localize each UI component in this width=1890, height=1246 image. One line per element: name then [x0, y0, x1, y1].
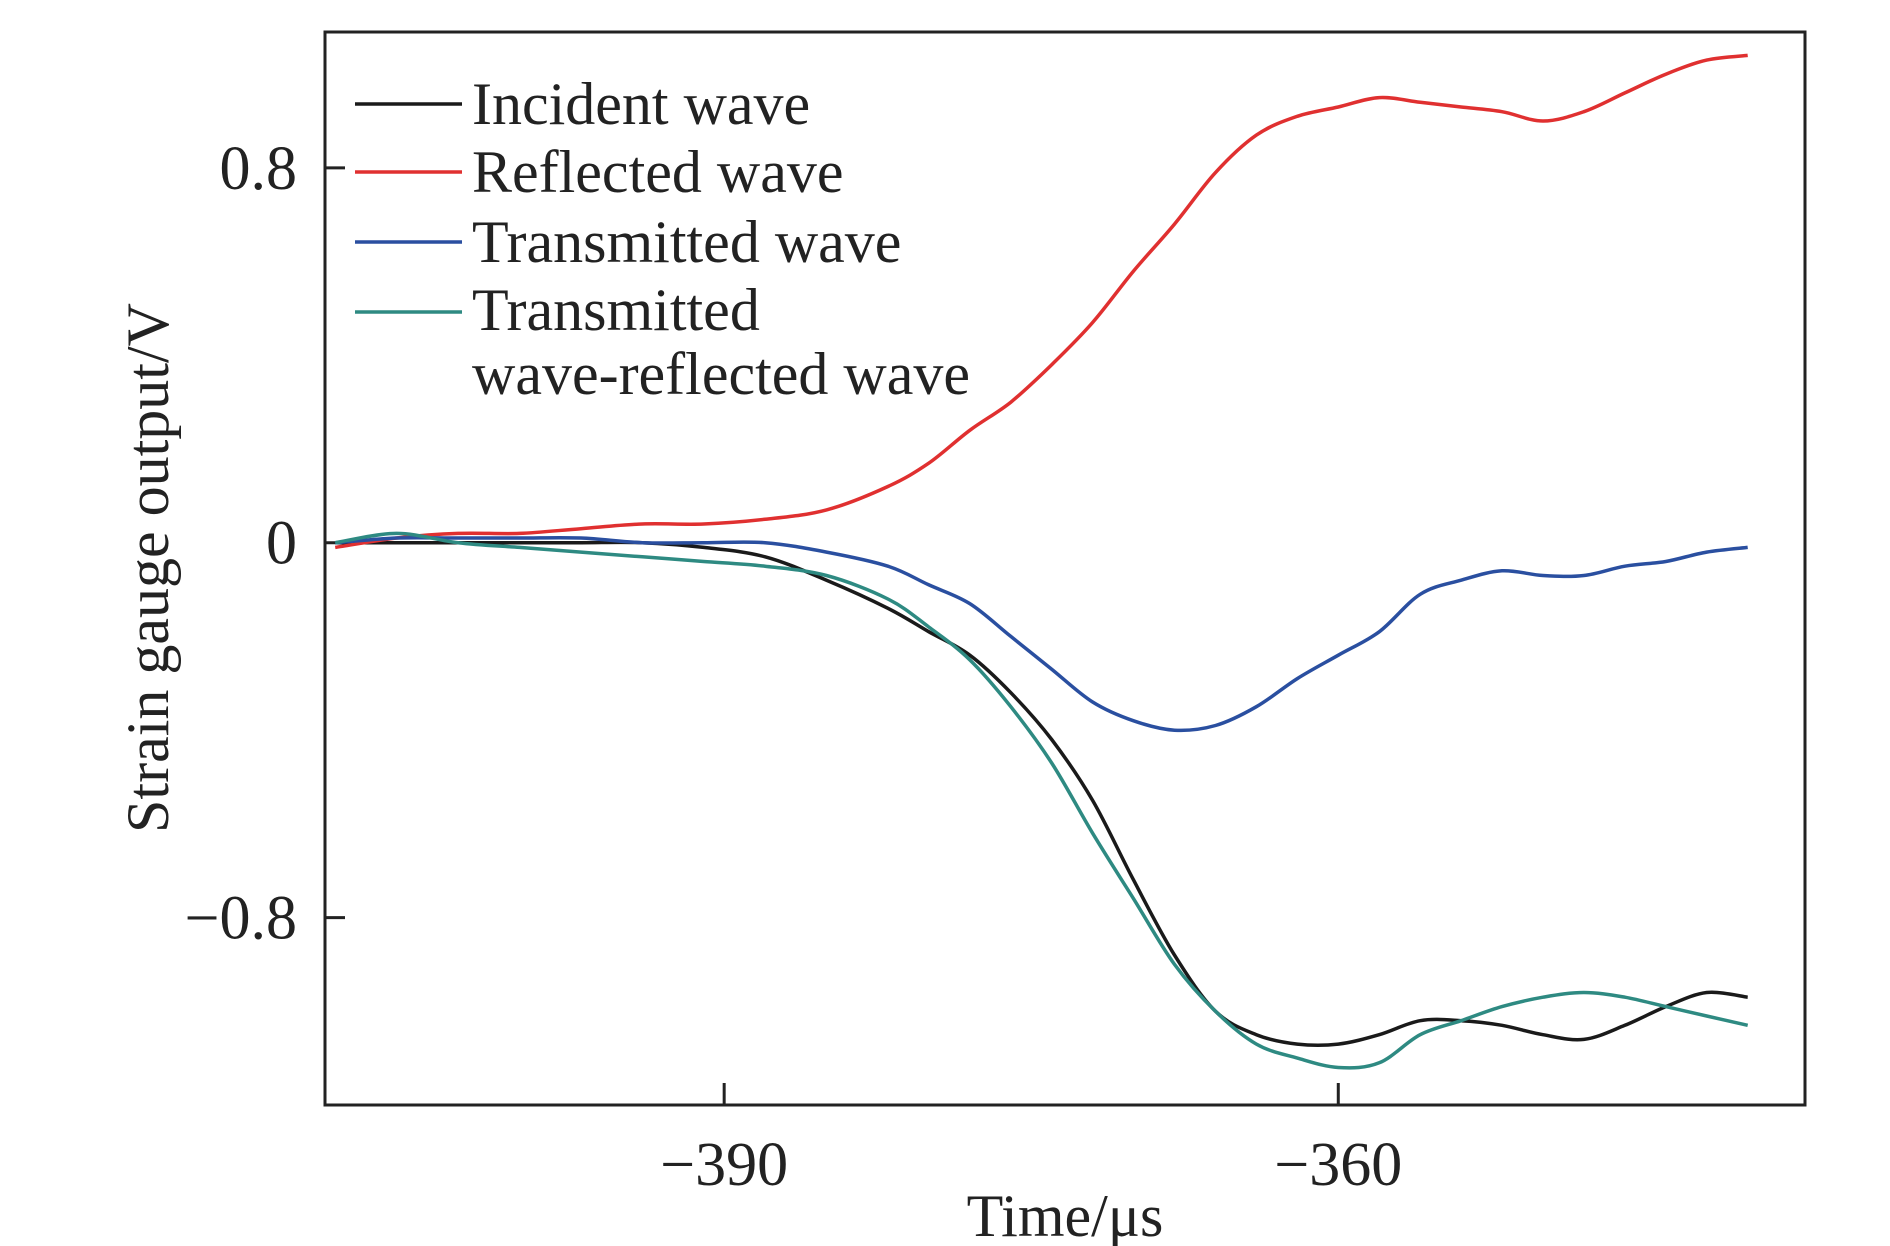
series-line-3 [335, 535, 1748, 733]
legend-label-transmitted-reflected-line1: Transmitted [472, 277, 760, 343]
series-line-2 [334, 53, 1748, 550]
series-line-4 [334, 531, 1749, 1070]
y-axis-label: Strain gauge output/V [115, 303, 181, 833]
x-tick-label: −360 [1274, 1131, 1402, 1199]
x-tick-label: −390 [660, 1131, 788, 1199]
legend-label-transmitted: Transmitted wave [472, 209, 901, 275]
y-tick-label: 0.8 [220, 135, 298, 203]
legend-label-incident: Incident wave [472, 71, 810, 137]
series-lines [334, 53, 1749, 1070]
y-axis-ticks: 0.8 0 −0.8 [185, 135, 345, 953]
x-axis-ticks: −390 −360 [660, 1083, 1402, 1199]
legend: Incident wave Reflected wave Transmitted… [355, 71, 970, 407]
legend-label-transmitted-reflected-line2: wave-reflected wave [472, 341, 970, 407]
y-tick-label: −0.8 [185, 885, 297, 953]
x-axis-label: Time/μs [967, 1183, 1164, 1246]
y-tick-label: 0 [266, 510, 297, 578]
legend-label-reflected: Reflected wave [472, 139, 843, 205]
plot-frame [323, 30, 1807, 1107]
series-line-1 [335, 540, 1748, 1047]
